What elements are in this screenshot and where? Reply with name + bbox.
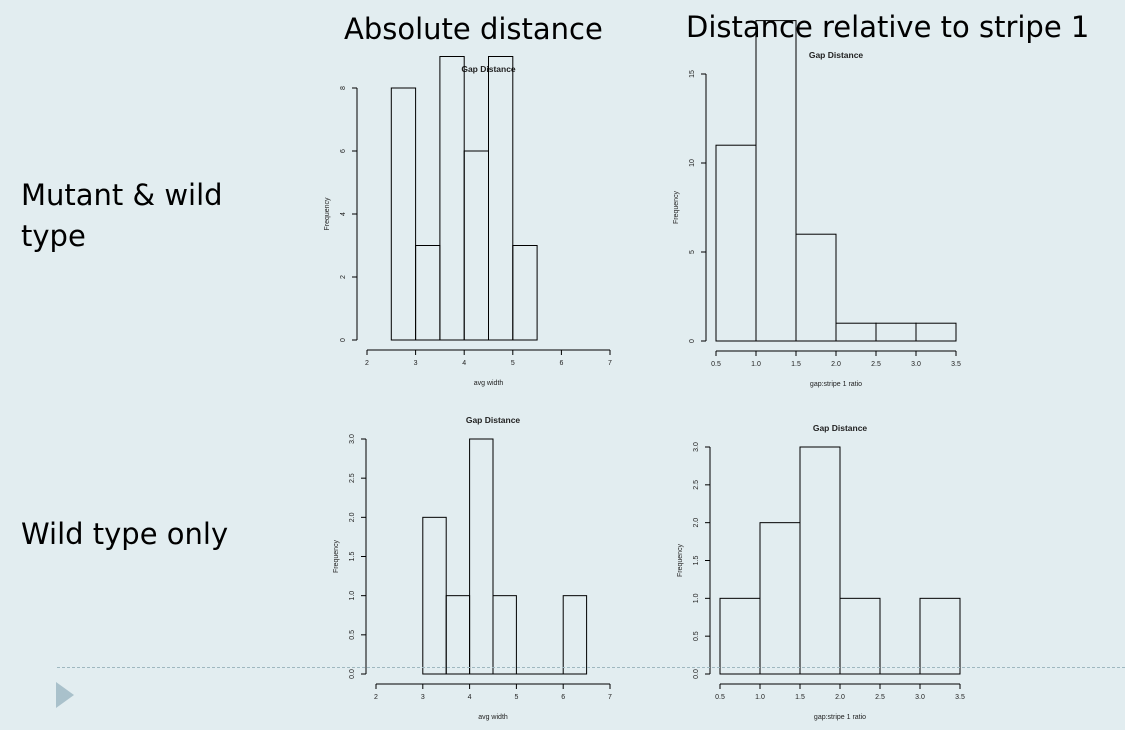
histogram-bar [759, 522, 801, 675]
x-axis-label: gap:stripe 1 ratio [810, 381, 862, 388]
histogram-bar [839, 597, 881, 675]
x-tick-label: 6 [559, 360, 563, 367]
x-tick-label: 3 [421, 694, 425, 701]
x-tick-label: 3.0 [911, 361, 921, 368]
x-tick-label: 7 [608, 360, 612, 367]
x-tick-label: 4 [462, 360, 466, 367]
x-tick-label: 1.0 [755, 694, 765, 701]
y-tick-label: 1.0 [693, 593, 700, 603]
x-tick-label: 2.5 [875, 694, 885, 701]
histogram-bar [875, 322, 917, 342]
chart-title: Gap Distance [809, 50, 864, 60]
x-tick-label: 3.0 [915, 694, 925, 701]
y-tick-label: 2.5 [693, 480, 700, 490]
y-tick-label: 2 [340, 275, 347, 279]
x-tick-label: 1.5 [791, 361, 801, 368]
histogram-relative-mutant-wild: Gap Distance 0.5 1.0 1.5 2.0 2.5 3.0 3.5 gap:str… [673, 20, 961, 388]
row-label-mutant-wild-line2: type [21, 219, 86, 253]
y-tick-label: 15 [689, 70, 696, 78]
x-tick-label: 0.5 [715, 694, 725, 701]
y-tick-label: 1.0 [349, 591, 356, 601]
x-tick-label: 4 [468, 694, 472, 701]
histogram-bar [390, 87, 417, 341]
y-axis-label: Frequency [677, 543, 684, 577]
histogram-bar [719, 597, 761, 675]
histogram-bar [919, 597, 961, 675]
x-axis-label: avg width [478, 714, 508, 721]
histogram-bar [915, 322, 957, 342]
y-tick-label: 0 [689, 339, 696, 343]
row-label-mutant-wild: Mutant & wild type [21, 175, 223, 257]
histogram-bar [463, 150, 489, 341]
x-tick-label: 2 [365, 360, 369, 367]
y-tick-label: 1.5 [693, 556, 700, 566]
x-tick-label: 2 [374, 694, 378, 701]
histogram-bar [415, 245, 441, 341]
y-tick-label: 1.5 [349, 552, 356, 562]
chart-title: Gap Distance [813, 423, 868, 433]
x-tick-label: 5 [514, 694, 518, 701]
row-label-wild-only: Wild type only [21, 517, 229, 551]
histogram-bar [439, 56, 465, 341]
y-axis-label: Frequency [673, 190, 680, 224]
y-tick-label: 0.0 [349, 669, 356, 679]
y-tick-label: 8 [340, 86, 347, 90]
x-tick-label: 5 [511, 360, 515, 367]
histogram-bar [715, 144, 757, 342]
y-tick-label: 0.0 [693, 669, 700, 679]
x-tick-label: 2.0 [831, 361, 841, 368]
chart-title: Gap Distance [466, 415, 521, 425]
x-tick-label: 1.5 [795, 694, 805, 701]
y-tick-label: 5 [689, 250, 696, 254]
x-tick-label: 3 [414, 360, 418, 367]
x-axis-label: gap:stripe 1 ratio [814, 714, 866, 721]
histogram-bar [422, 516, 447, 675]
x-tick-label: 0.5 [711, 361, 721, 368]
histogram-bar [795, 233, 837, 342]
histogram-bar [488, 56, 514, 341]
x-tick-label: 3.5 [955, 694, 965, 701]
histogram-bar [492, 595, 517, 675]
x-tick-label: 2.5 [871, 361, 881, 368]
plot-area: Gap Distance 0.5 1.0 1.5 2.0 2.5 3.0 3.5 gap:str… [673, 20, 961, 388]
next-slide-arrow-icon[interactable] [56, 682, 74, 708]
histogram-bar [512, 245, 538, 341]
y-tick-label: 3.0 [693, 442, 700, 452]
plot-area: Gap Distance 0.5 1.0 1.5 2.0 2.5 3.0 3.5 gap:str… [677, 423, 965, 721]
x-axis-label: avg width [474, 380, 504, 387]
x-tick-label: 6 [561, 694, 565, 701]
y-tick-label: 10 [689, 159, 696, 167]
x-tick-label: 1.0 [751, 361, 761, 368]
y-tick-label: 2.5 [349, 473, 356, 483]
histogram-bar [445, 595, 471, 675]
row-label-mutant-wild-line1: Mutant & wild [21, 178, 223, 212]
histogram-relative-wild-only: Gap Distance 0.5 1.0 1.5 2.0 2.5 3.0 3.5 gap:str… [677, 423, 965, 721]
y-tick-label: 0 [340, 338, 347, 342]
plot-area: Gap Distance 2 3 4 5 6 7 avg width 0.0 0.5 1.0 1.5 2… [333, 415, 612, 721]
histogram-bar [835, 322, 877, 342]
x-tick-label: 7 [608, 694, 612, 701]
x-tick-label: 2.0 [835, 694, 845, 701]
y-tick-label: 6 [340, 149, 347, 153]
slide-divider-line [57, 667, 1125, 668]
column-heading-relative: Distance relative to stripe 1 [686, 10, 1090, 44]
y-tick-label: 0.5 [349, 630, 356, 640]
y-tick-label: 4 [340, 212, 347, 216]
histogram-bar [755, 20, 797, 342]
histogram-bar [799, 446, 841, 675]
x-tick-label: 3.5 [951, 361, 961, 368]
histogram-bar [562, 595, 588, 675]
y-tick-label: 2.0 [693, 518, 700, 528]
y-axis-label: Frequency [333, 539, 340, 573]
y-tick-label: 2.0 [349, 512, 356, 522]
histogram-absolute-wild-only: Gap Distance 2 3 4 5 6 7 avg width 0.0 0.5 1.0 1.5 2… [333, 415, 612, 721]
histogram-bar [469, 438, 494, 675]
y-tick-label: 3.0 [349, 434, 356, 444]
y-axis-label: Frequency [324, 197, 331, 231]
y-tick-label: 0.5 [693, 631, 700, 641]
column-heading-absolute: Absolute distance [344, 12, 603, 46]
